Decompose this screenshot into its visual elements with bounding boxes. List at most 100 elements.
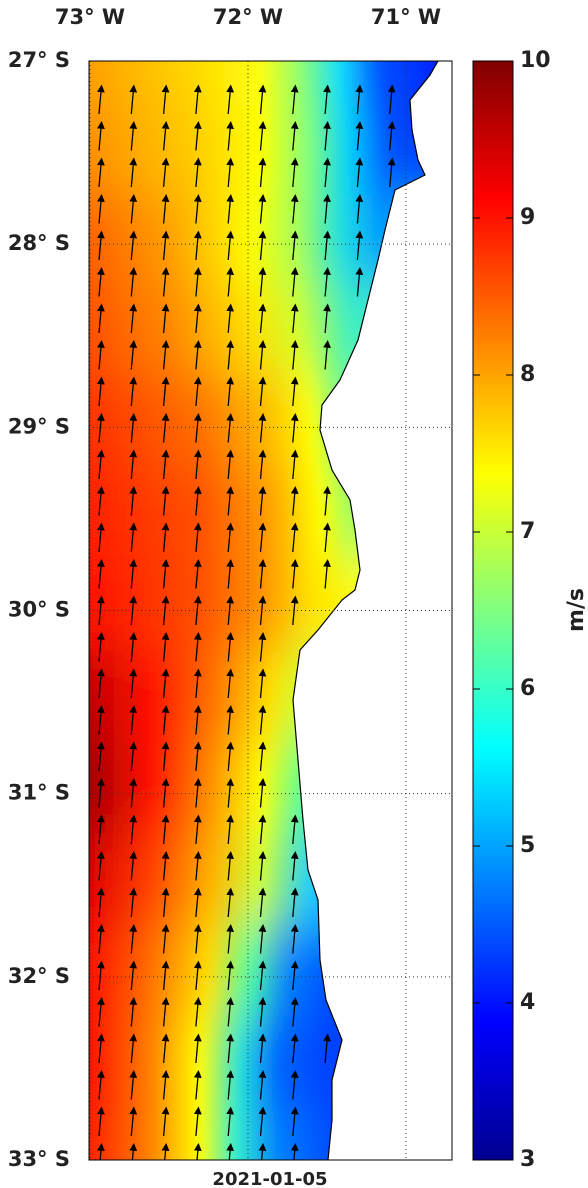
wind-arrow [97,1033,105,1064]
wind-arrow [193,850,202,881]
wind-arrow [129,1069,138,1100]
wind-arrow [387,157,396,188]
wind-arrow [323,84,331,115]
wind-arrow [161,339,170,370]
wind-arrow [290,923,299,954]
wind-arrow [129,266,138,297]
wind-arrow [226,1069,235,1100]
wind-arrow [258,157,267,188]
wind-arrow [193,449,202,480]
wind-arrow [258,741,267,772]
wind-arrow [226,1033,235,1064]
wind-arrow [226,266,235,297]
wind-arrow [290,1033,299,1064]
wind-arrow [193,558,202,589]
wind-arrow [97,376,105,407]
wind-arrow [193,303,202,334]
wind-arrow [161,631,170,662]
wind-arrow [226,376,235,407]
wind-arrow [258,850,267,881]
wind-arrow [258,193,267,224]
wind-arrow [226,522,235,553]
colorbar-label: m/s [564,588,588,632]
wind-arrow [129,339,138,370]
wind-arrow [290,193,299,224]
wind-arrow [290,558,299,589]
wind-arrow [97,631,105,662]
wind-arrow [226,631,235,662]
wind-arrow [258,1142,267,1160]
wind-arrow [355,120,364,151]
wind-arrow [161,1106,170,1137]
wind-arrow [290,339,299,370]
wind-arrow [226,84,235,115]
wind-arrow [129,996,138,1027]
wind-arrow [258,522,267,553]
wind-arrow [226,704,235,735]
wind-arrow [226,923,235,954]
wind-arrow [258,449,267,480]
wind-arrow [258,668,267,699]
wind-arrow [290,303,299,334]
wind-arrow [193,339,202,370]
colorbar-tick-label: 6 [520,676,535,701]
wind-arrow [97,449,105,480]
wind-arrow [258,960,267,991]
wind-arrow [323,339,331,370]
wind-arrow [226,741,235,772]
wind-arrow [193,193,202,224]
wind-arrow [193,887,202,918]
wind-arrow [290,120,299,151]
lon-tick-label: 73° W [55,5,125,29]
wind-arrow [387,120,396,151]
wind-arrow [129,595,138,626]
wind-arrow [129,84,138,115]
wind-arrow [258,230,267,261]
wind-arrow [193,157,202,188]
wind-arrow [97,303,105,334]
wind-arrow [323,558,331,589]
wind-arrow [193,230,202,261]
wind-arrow [290,230,299,261]
wind-arrow [129,777,138,808]
colorbar-tick-label: 3 [520,1147,535,1172]
wind-arrow [193,960,202,991]
wind-arrow [97,595,105,626]
wind-arrow [226,960,235,991]
wind-arrow [323,193,331,224]
wind-arrow [290,1142,299,1160]
wind-arrow [226,449,235,480]
wind-arrow [290,485,299,516]
wind-arrow [193,668,202,699]
wind-arrow [97,266,105,297]
wind-arrow [355,193,364,224]
wind-arrow [323,266,331,297]
wind-arrow [129,1106,138,1137]
wind-arrow [193,704,202,735]
wind-arrow [258,376,267,407]
wind-arrow [258,923,267,954]
lon-tick-label: 72° W [213,5,283,29]
wind-arrow [97,704,105,735]
lat-tick-label: 33° S [8,1147,70,1171]
wind-arrow [97,1142,105,1160]
wind-arrow [161,303,170,334]
land-area [292,61,452,1160]
wind-arrow [258,339,267,370]
wind-arrow [323,485,331,516]
wind-arrow [161,668,170,699]
wind-arrow [161,84,170,115]
wind-arrow [323,230,331,261]
wind-arrow [161,266,170,297]
wind-arrow [161,412,170,443]
wind-arrow [226,120,235,151]
wind-arrow [258,84,267,115]
wind-arrow [161,522,170,553]
wind-arrow [258,996,267,1027]
wind-arrow [193,376,202,407]
wind-arrow [290,1069,299,1100]
wind-arrow [290,157,299,188]
wind-arrow [226,1106,235,1137]
wind-arrow [193,1142,202,1160]
wind-arrow [129,1142,138,1160]
